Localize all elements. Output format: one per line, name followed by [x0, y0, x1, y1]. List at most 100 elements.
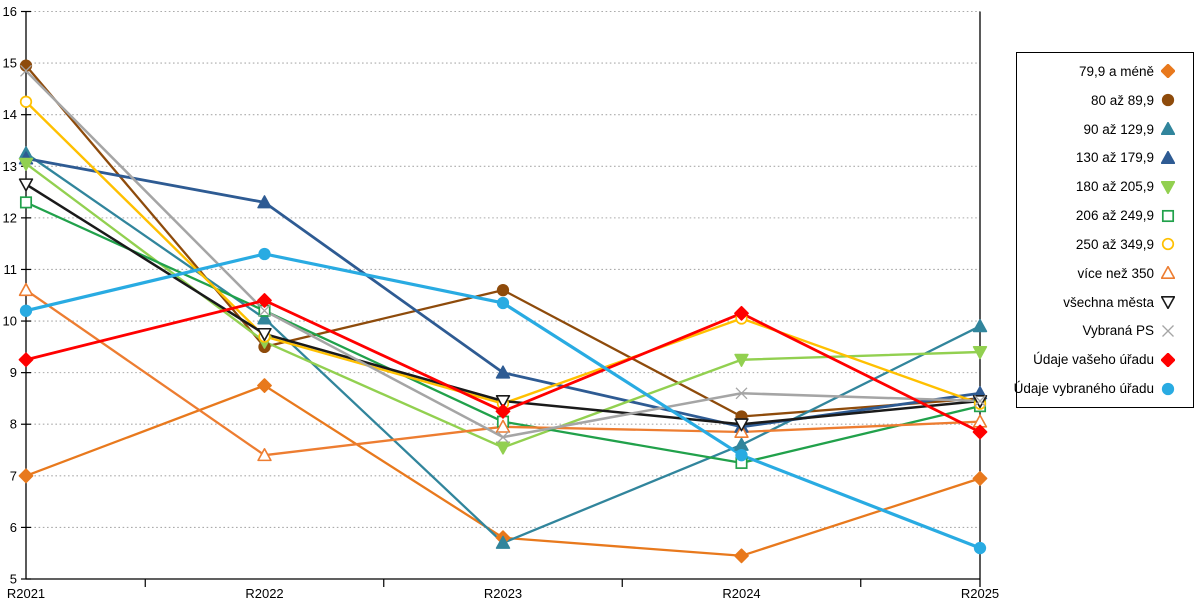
- y-axis-label: 11: [4, 262, 18, 277]
- data-point-marker: [1161, 150, 1175, 164]
- triangle-up-marker-icon: [1161, 122, 1175, 136]
- x-axis-label: R2022: [245, 586, 283, 600]
- data-point-marker: [972, 470, 988, 486]
- legend-item: Údaje vašeho úřadu: [1017, 345, 1193, 374]
- data-point-marker: [19, 59, 33, 72]
- data-point-marker: [1161, 64, 1175, 79]
- data-point-marker: [257, 447, 272, 462]
- legend-item: 80 až 89,9: [1017, 86, 1193, 115]
- data-point-marker: [1161, 94, 1175, 107]
- data-point-marker: [19, 304, 33, 317]
- data-point-marker: [18, 352, 34, 368]
- legend-item: 180 až 205,9: [1017, 172, 1193, 201]
- data-point-marker: [257, 378, 272, 393]
- y-axis-label: 13: [3, 159, 17, 174]
- series-line: [24, 152, 982, 545]
- data-point-marker: [973, 541, 987, 555]
- data-point-marker: [1162, 324, 1174, 337]
- data-point-marker: [495, 419, 511, 433]
- data-point-marker: [1161, 296, 1175, 310]
- data-point-marker: [972, 319, 988, 333]
- data-point-marker: [18, 178, 34, 192]
- data-point-marker: [19, 95, 33, 108]
- y-axis-label: 6: [10, 520, 17, 535]
- square-marker-icon: [1161, 209, 1175, 223]
- data-point-marker: [495, 365, 511, 379]
- data-point-marker: [496, 296, 510, 310]
- x-axis-label: R2025: [961, 586, 999, 600]
- series-line: [24, 69, 982, 439]
- legend-item: všechna města: [1017, 288, 1193, 317]
- diamond-marker-icon: [1161, 352, 1175, 367]
- data-point-marker: [257, 327, 272, 342]
- data-point-marker: [734, 418, 749, 432]
- legend-item: Údaje vybraného úřadu: [1013, 374, 1193, 403]
- data-point-marker: [1161, 352, 1175, 367]
- legend-item: 206 až 249,9: [1017, 201, 1193, 230]
- series-marker-group: [18, 293, 988, 440]
- data-point-marker: [497, 431, 509, 444]
- legend-item-label: Údaje vybraného úřadu: [1013, 381, 1154, 397]
- diamond-marker-icon: [1161, 64, 1175, 79]
- data-point-marker: [495, 403, 511, 419]
- data-point-marker: [1161, 209, 1175, 222]
- data-point-marker: [1161, 238, 1175, 251]
- data-point-marker: [257, 311, 272, 325]
- legend-item-label: 90 až 129,9: [1083, 121, 1154, 137]
- y-axis-label: 12: [3, 210, 17, 225]
- legend-item-label: více než 350: [1077, 265, 1154, 281]
- x-axis-label: R2024: [722, 586, 760, 600]
- y-axis-label: 5: [10, 572, 17, 587]
- data-point-marker: [735, 449, 748, 462]
- y-axis-label: 15: [3, 56, 17, 71]
- triangle-down-marker-icon: [1161, 295, 1175, 310]
- legend-item-label: všechna města: [1063, 294, 1154, 310]
- data-point-marker: [257, 293, 272, 308]
- legend-item: více než 350: [1017, 259, 1193, 288]
- legend-item: 79,9 a méně: [1017, 57, 1193, 86]
- legend-item-label: 250 až 349,9: [1075, 236, 1154, 252]
- legend-item-label: 180 až 205,9: [1075, 179, 1154, 195]
- data-point-marker: [258, 304, 271, 317]
- data-point-marker: [1161, 382, 1175, 395]
- data-point-marker: [18, 282, 34, 297]
- data-point-marker: [495, 441, 511, 455]
- series-markers: [18, 59, 988, 564]
- data-point-marker: [1161, 122, 1175, 136]
- chart-legend: 79,9 a méně 80 až 89,9 90 až 129,9 130 až 1…: [1013, 52, 1194, 408]
- data-point-marker: [19, 196, 33, 209]
- data-point-marker: [18, 468, 34, 484]
- legend-item-label: Údaje vašeho úřadu: [1033, 352, 1154, 368]
- data-point-marker: [495, 395, 511, 409]
- data-point-marker: [735, 387, 748, 400]
- triangle-up-marker-icon: [1161, 150, 1175, 165]
- series-marker-group: [20, 64, 986, 444]
- y-axis-label: 10: [3, 314, 17, 329]
- data-point-marker: [18, 157, 34, 171]
- circle-marker-icon: [1161, 237, 1175, 251]
- x-axis-label: R2021: [7, 586, 45, 600]
- legend-item-label: 206 až 249,9: [1075, 208, 1154, 224]
- data-point-marker: [734, 437, 749, 451]
- triangle-down-marker-icon: [1161, 180, 1175, 194]
- data-point-marker: [258, 247, 271, 261]
- data-point-marker: [1161, 180, 1175, 194]
- series-lines: [24, 64, 982, 557]
- y-axis-label: 9: [10, 365, 17, 380]
- data-point-marker: [734, 548, 749, 564]
- triangle-up-marker-icon: [1161, 266, 1175, 280]
- data-point-marker: [1161, 266, 1175, 280]
- series-marker-group: [19, 247, 987, 555]
- data-point-marker: [972, 424, 988, 440]
- y-axis-label: 16: [3, 4, 17, 19]
- legend-item: 250 až 349,9: [1017, 230, 1193, 259]
- legend-item-label: 79,9 a méně: [1078, 63, 1154, 79]
- y-axis-label: 8: [10, 417, 17, 432]
- data-point-marker: [974, 395, 986, 407]
- legend-item-label: 80 až 89,9: [1090, 92, 1154, 108]
- legend-item: Vybraná PS: [1017, 316, 1193, 345]
- x-axis-label: R2023: [484, 586, 522, 600]
- circle-marker-icon: [1161, 93, 1175, 107]
